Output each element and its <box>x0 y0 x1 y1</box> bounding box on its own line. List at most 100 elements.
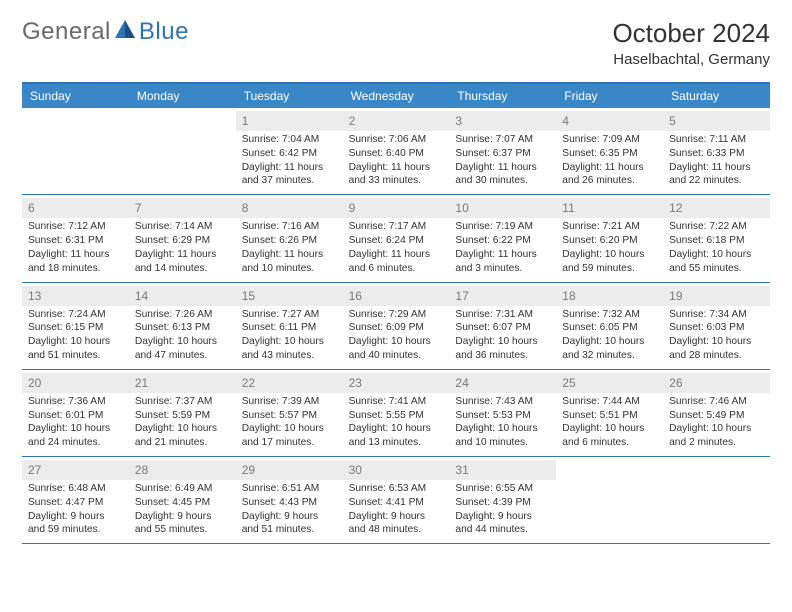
day-info-line: Daylight: 9 hours <box>135 510 230 524</box>
day-number <box>22 111 129 131</box>
week-row: 13Sunrise: 7:24 AMSunset: 6:15 PMDayligh… <box>22 283 770 370</box>
day-header-friday: Friday <box>556 84 663 108</box>
day-info-line: and 6 minutes. <box>562 436 657 450</box>
calendar-cell: 9Sunrise: 7:17 AMSunset: 6:24 PMDaylight… <box>343 195 450 281</box>
day-info-line: Sunset: 4:39 PM <box>455 496 550 510</box>
day-number: 27 <box>22 460 129 480</box>
day-info-line: Sunset: 5:53 PM <box>455 409 550 423</box>
day-info-line: Sunrise: 7:24 AM <box>28 308 123 322</box>
day-info-line: Sunrise: 7:21 AM <box>562 220 657 234</box>
day-info-line: and 44 minutes. <box>455 523 550 537</box>
calendar-cell: 11Sunrise: 7:21 AMSunset: 6:20 PMDayligh… <box>556 195 663 281</box>
day-info-line: Sunset: 5:59 PM <box>135 409 230 423</box>
calendar-cell: 21Sunrise: 7:37 AMSunset: 5:59 PMDayligh… <box>129 370 236 456</box>
day-info-line: Daylight: 11 hours <box>242 248 337 262</box>
calendar-cell: 7Sunrise: 7:14 AMSunset: 6:29 PMDaylight… <box>129 195 236 281</box>
day-info-line: and 18 minutes. <box>28 262 123 276</box>
calendar-cell: 24Sunrise: 7:43 AMSunset: 5:53 PMDayligh… <box>449 370 556 456</box>
calendar-cell: 18Sunrise: 7:32 AMSunset: 6:05 PMDayligh… <box>556 283 663 369</box>
day-header-row: Sunday Monday Tuesday Wednesday Thursday… <box>22 84 770 108</box>
day-info-line: Sunrise: 7:34 AM <box>669 308 764 322</box>
day-info-line: Daylight: 10 hours <box>349 335 444 349</box>
day-number <box>129 111 236 131</box>
month-title: October 2024 <box>612 18 770 49</box>
day-number: 20 <box>22 373 129 393</box>
day-info-line: Sunrise: 7:46 AM <box>669 395 764 409</box>
calendar-cell <box>22 108 129 194</box>
day-info-line: Sunset: 6:35 PM <box>562 147 657 161</box>
day-info: Sunrise: 7:22 AMSunset: 6:18 PMDaylight:… <box>669 220 764 275</box>
day-info-line: Daylight: 10 hours <box>669 248 764 262</box>
calendar-cell <box>556 457 663 543</box>
day-info-line: Sunrise: 7:06 AM <box>349 133 444 147</box>
day-info: Sunrise: 7:07 AMSunset: 6:37 PMDaylight:… <box>455 133 550 188</box>
day-info-line: Sunrise: 6:48 AM <box>28 482 123 496</box>
day-info-line: and 10 minutes. <box>455 436 550 450</box>
day-info-line: Daylight: 10 hours <box>455 335 550 349</box>
day-number: 6 <box>22 198 129 218</box>
day-number <box>556 460 663 480</box>
day-info-line: Sunrise: 7:17 AM <box>349 220 444 234</box>
day-info-line: Sunrise: 7:32 AM <box>562 308 657 322</box>
day-info-line: and 40 minutes. <box>349 349 444 363</box>
day-info-line: and 24 minutes. <box>28 436 123 450</box>
day-info: Sunrise: 7:46 AMSunset: 5:49 PMDaylight:… <box>669 395 764 450</box>
day-info-line: Sunset: 5:57 PM <box>242 409 337 423</box>
calendar-cell: 10Sunrise: 7:19 AMSunset: 6:22 PMDayligh… <box>449 195 556 281</box>
day-info-line: and 33 minutes. <box>349 174 444 188</box>
day-number: 9 <box>343 198 450 218</box>
day-number: 24 <box>449 373 556 393</box>
day-info-line: and 59 minutes. <box>562 262 657 276</box>
day-info-line: Sunset: 6:40 PM <box>349 147 444 161</box>
day-info-line: Daylight: 11 hours <box>242 161 337 175</box>
day-info-line: Sunset: 6:01 PM <box>28 409 123 423</box>
day-number: 13 <box>22 286 129 306</box>
day-number: 8 <box>236 198 343 218</box>
day-number: 14 <box>129 286 236 306</box>
day-number: 30 <box>343 460 450 480</box>
day-info-line: Sunset: 6:22 PM <box>455 234 550 248</box>
calendar-cell: 29Sunrise: 6:51 AMSunset: 4:43 PMDayligh… <box>236 457 343 543</box>
day-header-sunday: Sunday <box>22 84 129 108</box>
day-number: 1 <box>236 111 343 131</box>
day-info-line: and 51 minutes. <box>28 349 123 363</box>
day-info-line: Daylight: 11 hours <box>28 248 123 262</box>
day-info: Sunrise: 7:32 AMSunset: 6:05 PMDaylight:… <box>562 308 657 363</box>
day-info: Sunrise: 7:27 AMSunset: 6:11 PMDaylight:… <box>242 308 337 363</box>
day-info-line: and 43 minutes. <box>242 349 337 363</box>
day-info: Sunrise: 7:04 AMSunset: 6:42 PMDaylight:… <box>242 133 337 188</box>
calendar-cell: 16Sunrise: 7:29 AMSunset: 6:09 PMDayligh… <box>343 283 450 369</box>
day-info-line: and 55 minutes. <box>669 262 764 276</box>
day-number: 5 <box>663 111 770 131</box>
day-info: Sunrise: 7:29 AMSunset: 6:09 PMDaylight:… <box>349 308 444 363</box>
day-info-line: Sunrise: 7:36 AM <box>28 395 123 409</box>
day-number: 29 <box>236 460 343 480</box>
day-info-line: and 55 minutes. <box>135 523 230 537</box>
day-info: Sunrise: 7:39 AMSunset: 5:57 PMDaylight:… <box>242 395 337 450</box>
day-info-line: Sunrise: 7:16 AM <box>242 220 337 234</box>
day-info-line: Sunrise: 7:26 AM <box>135 308 230 322</box>
location: Haselbachtal, Germany <box>612 51 770 68</box>
day-info-line: Sunrise: 7:37 AM <box>135 395 230 409</box>
day-info-line: Sunrise: 7:07 AM <box>455 133 550 147</box>
day-info-line: Sunset: 6:42 PM <box>242 147 337 161</box>
day-number: 3 <box>449 111 556 131</box>
day-info-line: Sunset: 6:13 PM <box>135 321 230 335</box>
day-info-line: and 26 minutes. <box>562 174 657 188</box>
day-info-line: Sunrise: 7:41 AM <box>349 395 444 409</box>
day-info-line: Sunrise: 6:53 AM <box>349 482 444 496</box>
day-info-line: Sunrise: 6:49 AM <box>135 482 230 496</box>
day-info-line: Sunrise: 7:04 AM <box>242 133 337 147</box>
day-info: Sunrise: 6:51 AMSunset: 4:43 PMDaylight:… <box>242 482 337 537</box>
day-info-line: Sunrise: 7:29 AM <box>349 308 444 322</box>
calendar-cell: 3Sunrise: 7:07 AMSunset: 6:37 PMDaylight… <box>449 108 556 194</box>
day-info-line: Sunset: 4:47 PM <box>28 496 123 510</box>
title-block: October 2024 Haselbachtal, Germany <box>612 18 770 68</box>
day-info-line: Sunrise: 7:39 AM <box>242 395 337 409</box>
calendar-cell: 28Sunrise: 6:49 AMSunset: 4:45 PMDayligh… <box>129 457 236 543</box>
day-info-line: and 37 minutes. <box>242 174 337 188</box>
day-info-line: Sunrise: 7:12 AM <box>28 220 123 234</box>
day-info-line: Daylight: 10 hours <box>562 248 657 262</box>
day-info-line: Daylight: 10 hours <box>349 422 444 436</box>
day-info-line: Sunrise: 6:51 AM <box>242 482 337 496</box>
